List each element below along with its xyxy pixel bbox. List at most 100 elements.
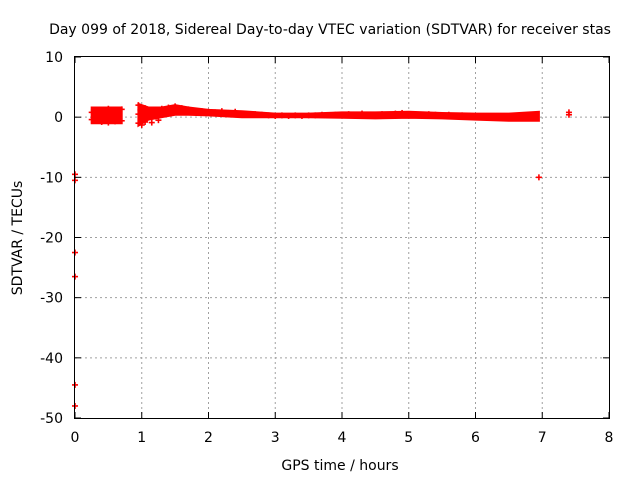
data-point xyxy=(278,112,285,119)
data-point xyxy=(212,109,219,116)
data-point xyxy=(148,119,155,126)
data-points xyxy=(72,102,572,409)
x-tick-label: 7 xyxy=(538,430,547,446)
data-point xyxy=(339,112,345,119)
data-point xyxy=(95,115,102,122)
x-tick-label: 3 xyxy=(271,430,280,446)
data-point xyxy=(505,115,512,122)
data-point xyxy=(258,111,265,118)
data-point xyxy=(118,117,125,124)
data-point xyxy=(198,108,205,115)
y-tick-label: 10 xyxy=(45,50,63,66)
data-point xyxy=(108,109,115,116)
data-point xyxy=(392,110,399,117)
data-point xyxy=(88,109,95,116)
data-point xyxy=(332,111,339,118)
data-point xyxy=(115,108,122,115)
data-point xyxy=(359,110,366,117)
data-point xyxy=(105,119,112,126)
data-point xyxy=(459,112,466,119)
data-point xyxy=(292,112,299,119)
data-point xyxy=(419,112,426,119)
data-point xyxy=(135,120,142,127)
data-point xyxy=(412,111,419,118)
data-point xyxy=(205,108,212,115)
data-point xyxy=(225,109,232,116)
data-point xyxy=(178,105,185,112)
data-band-area xyxy=(137,102,540,128)
data-point xyxy=(325,112,332,119)
y-axis-label: SDTVAR / TECUs xyxy=(10,181,26,296)
data-point xyxy=(92,108,99,115)
data-point xyxy=(499,114,506,121)
data-point xyxy=(135,102,142,109)
data-point xyxy=(112,118,119,125)
data-point xyxy=(105,105,112,112)
data-point xyxy=(165,104,172,111)
data-point xyxy=(135,111,142,118)
data-point xyxy=(185,106,192,113)
plot-frame xyxy=(74,56,610,419)
x-tick-label: 8 xyxy=(605,430,614,446)
data-point xyxy=(405,111,412,118)
y-tick-label: -40 xyxy=(40,351,63,367)
data-point xyxy=(298,112,305,119)
data-point xyxy=(379,111,386,118)
data-point xyxy=(108,117,115,124)
data-point xyxy=(272,112,279,119)
data-point xyxy=(425,111,432,118)
data-point xyxy=(452,112,459,119)
data-point xyxy=(352,111,359,118)
y-tick-label: -10 xyxy=(40,170,63,186)
data-point xyxy=(88,116,95,123)
chart-title: Day 099 of 2018, Sidereal Day-to-day VTE… xyxy=(49,22,611,38)
data-point xyxy=(152,106,159,113)
data-point xyxy=(138,121,145,128)
x-tick-label: 6 xyxy=(471,430,480,446)
x-axis-ticks: 0 1 2 3 4 5 6 7 8 xyxy=(71,57,614,446)
data-point xyxy=(265,112,272,119)
data-point xyxy=(142,118,149,125)
data-point xyxy=(142,105,149,112)
x-axis-label: GPS time / hours xyxy=(281,458,398,474)
data-point xyxy=(252,111,259,118)
y-tick-label: -50 xyxy=(40,411,63,427)
data-point xyxy=(365,111,372,118)
data-point xyxy=(102,115,109,122)
data-point xyxy=(218,108,225,115)
data-point xyxy=(565,111,572,118)
data-point xyxy=(98,118,105,125)
data-point xyxy=(285,112,292,119)
data-point xyxy=(112,107,119,114)
data-point xyxy=(172,103,179,110)
data-point xyxy=(158,105,165,112)
data-point xyxy=(115,116,122,123)
data-point xyxy=(532,112,539,119)
data-point xyxy=(485,113,492,120)
data-point xyxy=(399,109,406,116)
data-point xyxy=(535,174,542,181)
data-point xyxy=(155,117,162,124)
data-point xyxy=(345,111,352,118)
x-tick-label: 4 xyxy=(338,430,347,446)
x-tick-label: 0 xyxy=(71,430,80,446)
data-point xyxy=(512,113,519,120)
y-tick-label: -20 xyxy=(40,231,63,247)
y-tick-label: 0 xyxy=(54,110,63,126)
data-point xyxy=(432,111,439,118)
data-point xyxy=(238,110,245,117)
data-point xyxy=(192,107,199,114)
data-point xyxy=(445,111,452,118)
data-point xyxy=(519,114,526,121)
x-tick-label: 5 xyxy=(404,430,413,446)
data-point xyxy=(98,106,105,113)
data-point xyxy=(472,112,479,119)
data-point xyxy=(92,117,99,124)
data-point xyxy=(305,112,312,119)
x-tick-label: 2 xyxy=(204,430,213,446)
data-point xyxy=(492,114,499,121)
data-point xyxy=(318,111,325,118)
data-point xyxy=(525,112,532,119)
y-axis-ticks: 10 0 -10 -20 -30 -40 -50 xyxy=(40,50,609,427)
